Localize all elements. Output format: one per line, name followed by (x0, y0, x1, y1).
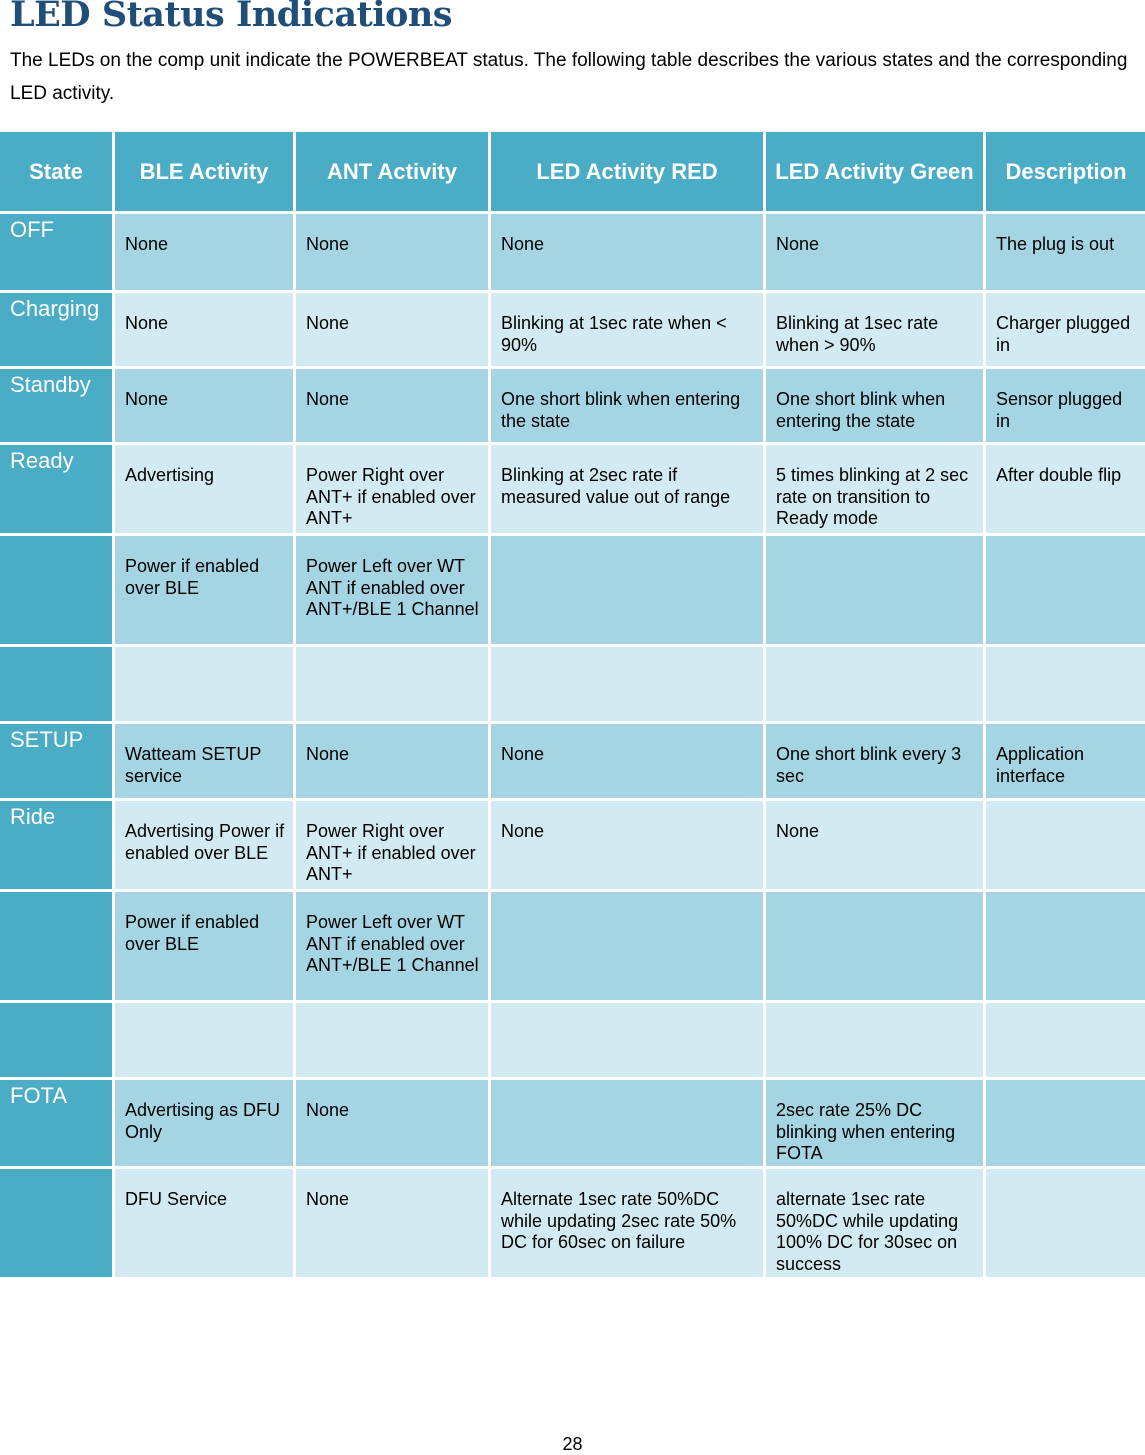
state-cell: Standby (0, 369, 112, 442)
cell-ble-activity: None (115, 369, 293, 442)
cell-ant-activity: Power Right over ANT+ if enabled over AN… (296, 801, 488, 889)
cell-description (986, 647, 1145, 721)
page-number: 28 (562, 1434, 583, 1454)
cell-ble-activity: DFU Service (115, 1169, 293, 1277)
cell-led-red: Blinking at 1sec rate when < 90% (491, 293, 763, 366)
state-cell: Ride (0, 801, 112, 889)
cell-ant-activity: Power Left over WT ANT if enabled over A… (296, 892, 488, 1000)
cell-led-green (766, 647, 983, 721)
state-cell (0, 1169, 112, 1277)
led-status-table: State BLE Activity ANT Activity LED Activit… (0, 132, 1145, 1277)
cell-description: Charger plugged in (986, 293, 1145, 366)
cell-description: Sensor plugged in (986, 369, 1145, 442)
cell-led-green (766, 536, 983, 644)
cell-led-green: One short blink when entering the state (766, 369, 983, 442)
cell-led-green: alternate 1sec rate 50%DC while updating… (766, 1169, 983, 1277)
cell-ble-activity: Power if enabled over BLE (115, 892, 293, 1000)
cell-ant-activity (296, 1003, 488, 1077)
cell-led-red: Alternate 1sec rate 50%DC while updating… (491, 1169, 763, 1277)
state-cell: Charging (0, 293, 112, 366)
cell-led-red (491, 647, 763, 721)
cell-led-red: Blinking at 2sec rate if measured value … (491, 445, 763, 533)
cell-led-green (766, 1003, 983, 1077)
state-cell: OFF (0, 214, 112, 290)
cell-ble-activity: Advertising Power if enabled over BLE (115, 801, 293, 889)
cell-ble-activity: Advertising as DFU Only (115, 1080, 293, 1166)
cell-led-red: One short blink when entering the state (491, 369, 763, 442)
cell-led-green: 2sec rate 25% DC blinking when entering … (766, 1080, 983, 1166)
cell-ant-activity: None (296, 214, 488, 290)
cell-ble-activity: None (115, 293, 293, 366)
cell-ant-activity: Power Left over WT ANT if enabled over A… (296, 536, 488, 644)
cell-led-red (491, 1080, 763, 1166)
cell-description (986, 1003, 1145, 1077)
cell-led-green (766, 892, 983, 1000)
state-cell: Ready (0, 445, 112, 533)
intro-paragraph: The LEDs on the comp unit indicate the P… (10, 50, 1128, 104)
cell-description: After double flip (986, 445, 1145, 533)
section-title: LED Status Indications (10, 0, 452, 35)
cell-led-red: None (491, 801, 763, 889)
header-ant-activity: ANT Activity (296, 132, 488, 211)
state-cell (0, 647, 112, 721)
cell-description: The plug is out (986, 214, 1145, 290)
cell-led-green: One short blink every 3 sec (766, 724, 983, 798)
cell-ant-activity (296, 647, 488, 721)
cell-ant-activity: None (296, 293, 488, 366)
header-state: State (0, 132, 112, 211)
cell-description (986, 801, 1145, 889)
cell-ble-activity (115, 1003, 293, 1077)
cell-ant-activity: None (296, 724, 488, 798)
cell-ant-activity: None (296, 369, 488, 442)
header-led-red: LED Activity RED (491, 132, 763, 211)
cell-description: Application interface (986, 724, 1145, 798)
cell-ble-activity: None (115, 214, 293, 290)
cell-led-red (491, 536, 763, 644)
cell-description (986, 1169, 1145, 1277)
cell-led-green: 5 times blinking at 2 sec rate on transi… (766, 445, 983, 533)
header-description: Description (986, 132, 1145, 211)
cell-led-green: Blinking at 1sec rate when > 90% (766, 293, 983, 366)
cell-led-red: None (491, 214, 763, 290)
cell-led-green: None (766, 801, 983, 889)
cell-ble-activity (115, 647, 293, 721)
cell-description (986, 892, 1145, 1000)
header-led-green: LED Activity Green (766, 132, 983, 211)
cell-description (986, 1080, 1145, 1166)
cell-led-red (491, 892, 763, 1000)
cell-description (986, 536, 1145, 644)
state-cell (0, 1003, 112, 1077)
header-ble-activity: BLE Activity (115, 132, 293, 211)
cell-led-green: None (766, 214, 983, 290)
state-cell: SETUP (0, 724, 112, 798)
cell-ble-activity: Advertising (115, 445, 293, 533)
state-cell (0, 892, 112, 1000)
state-cell: FOTA (0, 1080, 112, 1166)
cell-ant-activity: None (296, 1080, 488, 1166)
cell-ant-activity: Power Right over ANT+ if enabled over AN… (296, 445, 488, 533)
cell-ble-activity: Watteam SETUP service (115, 724, 293, 798)
state-cell (0, 536, 112, 644)
cell-led-red (491, 1003, 763, 1077)
cell-led-red: None (491, 724, 763, 798)
cell-ant-activity: None (296, 1169, 488, 1277)
cell-ble-activity: Power if enabled over BLE (115, 536, 293, 644)
